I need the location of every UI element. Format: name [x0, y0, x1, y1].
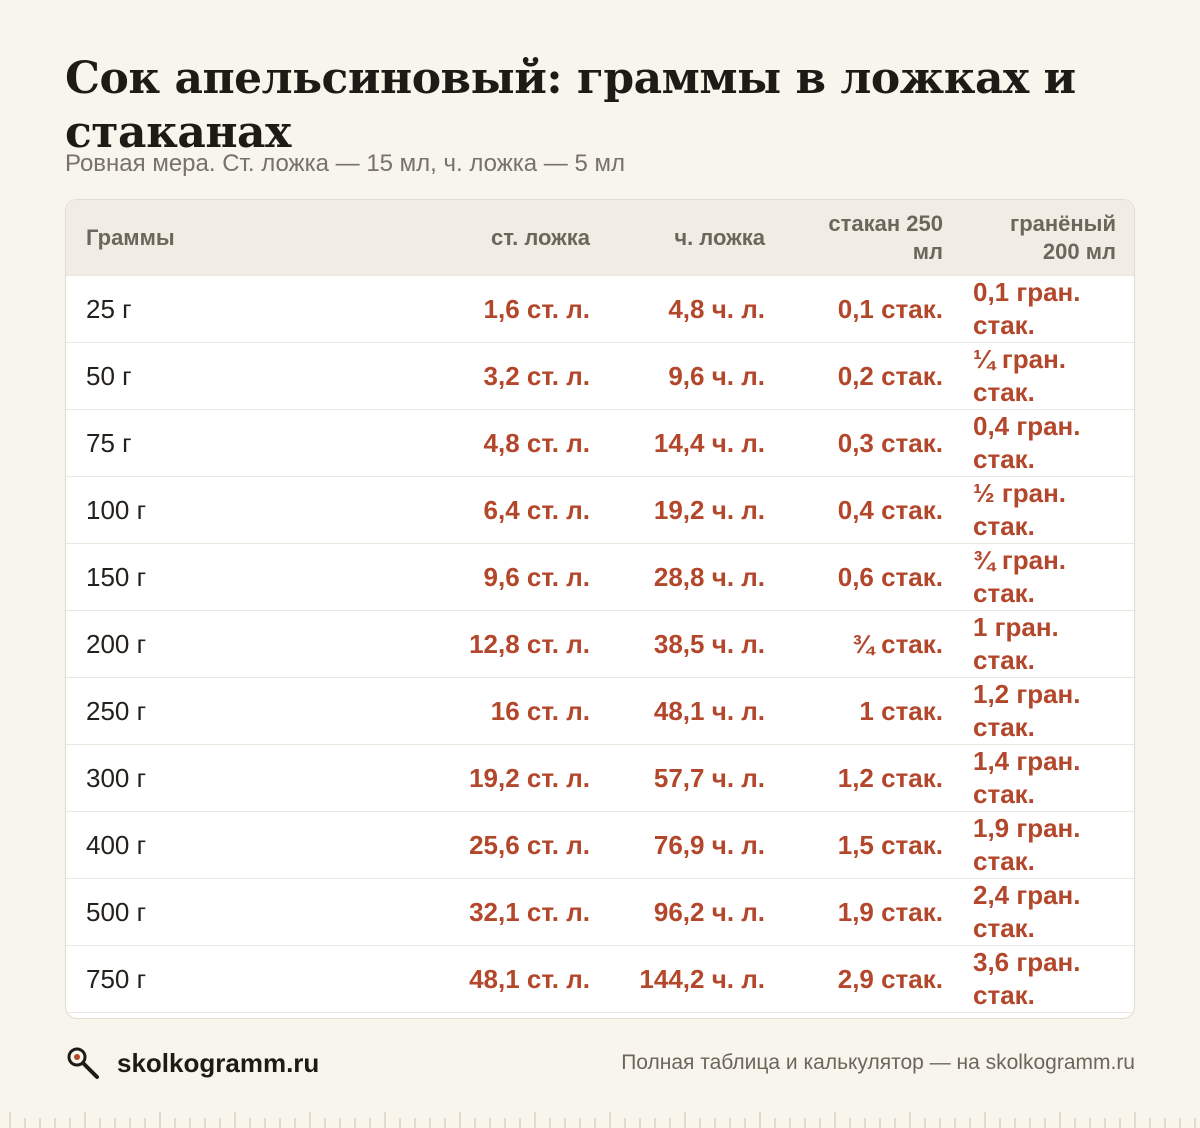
- table-cell: 1 гран. стак.: [961, 610, 1134, 678]
- table-cell: 6,4 ст. л.: [401, 476, 608, 544]
- brand: skolkogramm.ru: [117, 1048, 320, 1078]
- header-cell: гранёный 200 мл: [961, 200, 1134, 276]
- table-row: 750 г 48,1 ст. л. 144,2 ч. л. 2,9 стак. 3,6 …: [66, 945, 1134, 1013]
- table-cell: 0,2 стак.: [783, 342, 961, 410]
- table-cell: 9,6 ст. л.: [401, 543, 608, 611]
- table-cell: ¾ гран. стак.: [961, 543, 1134, 611]
- table-row: 50 г 3,2 ст. л. 9,6 ч. л. 0,2 стак. ¼ гран. …: [66, 342, 1134, 410]
- table-cell: 9,6 ч. л.: [608, 342, 783, 410]
- table: Граммы ст. ложка ч. ложка стакан 250 мл гран…: [66, 200, 1134, 1018]
- table-cell: 1 стак.: [783, 677, 961, 745]
- table-cell: 64,1 ст. л.: [401, 1012, 608, 1018]
- table-row: 250 г 16 ст. л. 48,1 ч. л. 1 стак. 1,2 гран.…: [66, 677, 1134, 745]
- table-cell: 150 г: [66, 543, 401, 611]
- table-cell: 25,6 ст. л.: [401, 811, 608, 879]
- table-cell: 4,8 ч. л.: [608, 275, 783, 343]
- table-cell: 19,2 ч. л.: [608, 476, 783, 544]
- table-cell: 4,8 ст. л.: [401, 409, 608, 477]
- table-cell: 3,2 ст. л.: [401, 342, 608, 410]
- table-cell: 3,6 гран. стак.: [961, 945, 1134, 1013]
- table-cell: 0,3 стак.: [783, 409, 961, 477]
- table-cell: 192,3 ч. л.: [608, 1012, 783, 1018]
- table-cell: 2,9 стак.: [783, 945, 961, 1013]
- logo-icon: [67, 1047, 99, 1079]
- header-cell: ч. ложка: [608, 200, 783, 276]
- table-row: 300 г 19,2 ст. л. 57,7 ч. л. 1,2 стак. 1,4 г…: [66, 744, 1134, 812]
- table-cell: 1,6 ст. л.: [401, 275, 608, 343]
- table-cell: 0,1 гран. стак.: [961, 275, 1134, 343]
- table-cell: 75 г: [66, 409, 401, 477]
- table-cell: 0,4 стак.: [783, 476, 961, 544]
- table-cell: 76,9 ч. л.: [608, 811, 783, 879]
- table-cell: 0,6 стак.: [783, 543, 961, 611]
- table-cell: 2,4 гран. стак.: [961, 878, 1134, 946]
- footer-note: Полная таблица и калькулятор — на skolko…: [621, 1051, 1135, 1074]
- table-cell: 48,1 ст. л.: [401, 945, 608, 1013]
- table-cell: 28,8 ч. л.: [608, 543, 783, 611]
- table-cell: 500 г: [66, 878, 401, 946]
- footer: skolkogramm.ru Полная таблица и калькуля…: [65, 1045, 1135, 1081]
- header-row: Граммы ст. ложка ч. ложка стакан 250 мл гран…: [66, 200, 1134, 276]
- table-cell: 144,2 ч. л.: [608, 945, 783, 1013]
- table-cell: ½ гран. стак.: [961, 476, 1134, 544]
- table-cell: 38,5 ч. л.: [608, 610, 783, 678]
- table-cell: 200 г: [66, 610, 401, 678]
- table-cell: 1000 г: [66, 1012, 401, 1018]
- table-body: 25 г 1,6 ст. л. 4,8 ч. л. 0,1 стак. 0,1 гран…: [66, 275, 1134, 1018]
- table-cell: 750 г: [66, 945, 401, 1013]
- table-row: 75 г 4,8 ст. л. 14,4 ч. л. 0,3 стак. 0,4 гра…: [66, 409, 1134, 477]
- table-cell: 1,2 гран. стак.: [961, 677, 1134, 745]
- table-cell: 50 г: [66, 342, 401, 410]
- header-cell: ст. ложка: [401, 200, 608, 276]
- table-cell: 19,2 ст. л.: [401, 744, 608, 812]
- table-row: 25 г 1,6 ст. л. 4,8 ч. л. 0,1 стак. 0,1 гран…: [66, 275, 1134, 343]
- table-cell: 48,1 ч. л.: [608, 677, 783, 745]
- subtitle: Ровная мера. Ст. ложка — 15 мл, ч. ложка…: [65, 150, 625, 177]
- table-cell: 1,4 гран. стак.: [961, 744, 1134, 812]
- table-cell: 250 г: [66, 677, 401, 745]
- table-cell: 25 г: [66, 275, 401, 343]
- table-cell: ¼ гран. стак.: [961, 342, 1134, 410]
- table-cell: 0,4 гран. стак.: [961, 409, 1134, 477]
- header-cell: Граммы: [66, 200, 401, 276]
- ruler-decoration: [9, 1112, 1196, 1128]
- table-cell: 1,9 стак.: [783, 878, 961, 946]
- table-row: 150 г 9,6 ст. л. 28,8 ч. л. 0,6 стак. ¾ гран…: [66, 543, 1134, 611]
- table-cell: 14,4 ч. л.: [608, 409, 783, 477]
- table-row: 400 г 25,6 ст. л. 76,9 ч. л. 1,5 стак. 1,9 г…: [66, 811, 1134, 879]
- table-cell: 1,2 стак.: [783, 744, 961, 812]
- table-cell: 32,1 ст. л.: [401, 878, 608, 946]
- header-cell: стакан 250 мл: [783, 200, 961, 276]
- table-cell: 100 г: [66, 476, 401, 544]
- table-cell: 96,2 ч. л.: [608, 878, 783, 946]
- table-card: Граммы ст. ложка ч. ложка стакан 250 мл гран…: [65, 199, 1135, 1019]
- title: Сок апельсиновый: граммы в ложках и стак…: [65, 53, 1076, 158]
- table-row: 500 г 32,1 ст. л. 96,2 ч. л. 1,9 стак. 2,4 г…: [66, 878, 1134, 946]
- table-cell: 0,1 стак.: [783, 275, 961, 343]
- table-cell: 16 ст. л.: [401, 677, 608, 745]
- table-cell: 57,7 ч. л.: [608, 744, 783, 812]
- table-cell: 1,5 стак.: [783, 811, 961, 879]
- table-cell: 12,8 ст. л.: [401, 610, 608, 678]
- table-cell: 3,8 стак.: [783, 1012, 961, 1018]
- table-cell: 1,9 гран. стак.: [961, 811, 1134, 879]
- table-row: 100 г 6,4 ст. л. 19,2 ч. л. 0,4 стак. ½ гран…: [66, 476, 1134, 544]
- table-row: 200 г 12,8 ст. л. 38,5 ч. л. ¾ стак. 1 гран.…: [66, 610, 1134, 678]
- table-cell: ¾ стак.: [783, 610, 961, 678]
- table-cell: 300 г: [66, 744, 401, 812]
- table-cell: 4,8 гран. стак.: [961, 1012, 1134, 1018]
- table-cell: 400 г: [66, 811, 401, 879]
- table-row: 1000 г64,1 ст. л.192,3 ч. л.3,8 стак.4,8…: [66, 1012, 1134, 1018]
